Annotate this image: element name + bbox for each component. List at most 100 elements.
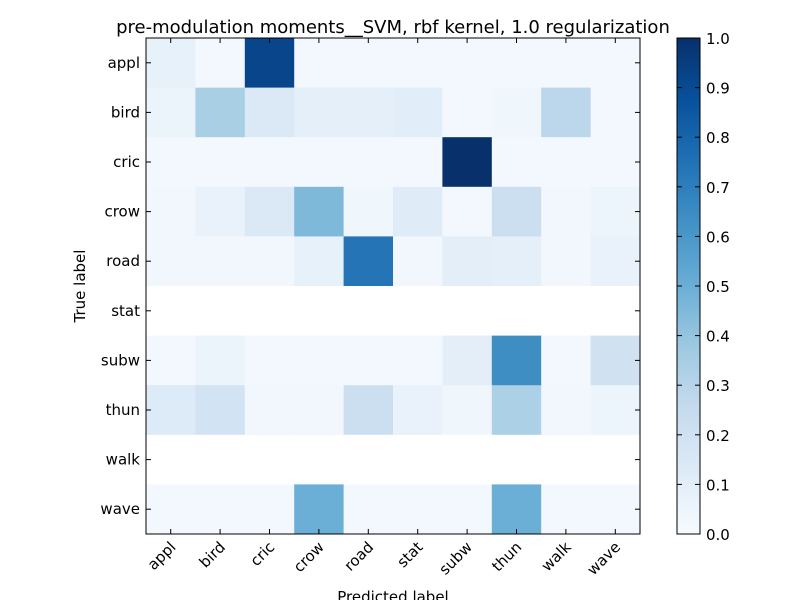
heatmap-cell-thun-walk [541,385,592,436]
heatmap-cell-crow-subw [442,186,493,237]
heatmap-cell-subw-crow [294,335,345,386]
heatmap-cell-bird-wave [590,87,641,138]
colorbar-ticks: 0.0 0.1 0.2 0.3 0.4 0.5 0.6 0.7 0.8 0.9 1.0 [677,30,730,544]
y-tick-label-cric: cric [113,153,140,171]
heatmap-cell-bird-cric [244,87,295,138]
y-tick-label-subw: subw [101,351,140,369]
heatmap-cell-stat-cric [244,286,295,337]
heatmap-cell-stat-subw [442,286,493,337]
y-axis-ticks: appl bird cric crow road stat subw thun walk wave [100,54,640,518]
heatmap-cell-road-stat [393,236,443,287]
x-tick-label-stat: stat [393,538,426,571]
heatmap-cell-crow-walk [541,186,592,237]
heatmap-cell-crow-cric [244,186,295,237]
heatmap-cell-appl-crow [294,38,345,89]
colorbar-tick-label: 1.0 [706,30,730,48]
x-tick-label-cric: cric [247,538,279,570]
heatmap-cell-bird-bird [195,87,246,138]
heatmap-cell-road-bird [195,236,246,287]
heatmap-cell-stat-bird [195,286,246,337]
y-axis-label: True label [71,250,89,324]
y-tick-label-crow: crow [104,203,140,221]
x-tick-label-road: road [341,538,378,575]
heatmap-cell-walk-bird [195,434,246,485]
heatmap-cell-subw-subw [442,335,493,386]
heatmap-cell-appl-stat [393,38,443,89]
heatmap-cell-appl-cric [244,38,295,89]
heatmap-cell-cric-bird [195,137,246,188]
x-tick-label-bird: bird [196,538,229,571]
heatmap-cell-road-wave [590,236,641,287]
heatmap-cell-thun-crow [294,385,345,436]
heatmap-cell-crow-wave [590,186,641,237]
y-tick-label-road: road [106,252,140,270]
heatmap-cell-stat-walk [541,286,592,337]
plot-frame [145,37,641,535]
heatmap-cell-crow-road [343,186,394,237]
heatmap-cell-cric-cric [244,137,295,188]
heatmap-cell-subw-bird [195,335,246,386]
heatmap-cell-walk-appl [146,434,196,485]
y-tick-label-walk: walk [106,451,141,469]
heatmap-cell-wave-crow [294,484,345,535]
x-tick-label-wave: wave [583,538,624,579]
heatmap-cell-crow-stat [393,186,443,237]
colorbar-tick-label: 0.6 [706,228,730,246]
y-tick-label-wave: wave [100,500,140,518]
y-tick-label-thun: thun [106,401,140,419]
x-tick-label-appl: appl [144,538,180,574]
heatmap-cell-subw-road [343,335,394,386]
heatmap-cell-road-subw [442,236,493,287]
heatmap-cell-bird-stat [393,87,443,138]
heatmap-cell-bird-road [343,87,394,138]
x-axis-label: Predicted label [337,588,448,600]
heatmap-cell-thun-road [343,385,394,436]
heatmap-cell-crow-appl [146,186,196,237]
colorbar-tick-label: 0.3 [706,377,730,395]
chart-title: pre-modulation moments__SVM, rbf kernel,… [116,17,670,38]
heatmap-cell-cric-crow [294,137,345,188]
heatmap-cell-subw-cric [244,335,295,386]
heatmap-cell-cric-appl [146,137,196,188]
heatmap-cell-thun-thun [491,385,542,436]
heatmap-cell-wave-bird [195,484,246,535]
heatmap-cell-subw-wave [590,335,641,386]
heatmap-cell-crow-bird [195,186,246,237]
colorbar-tick-label: 0.8 [706,129,730,147]
heatmap-cell-thun-cric [244,385,295,436]
heatmap-cell-wave-cric [244,484,295,535]
x-tick-label-subw: subw [436,538,476,578]
colorbar-tick-label: 0.9 [706,80,730,98]
heatmap-cell-road-road [343,236,394,287]
heatmap-cell-subw-stat [393,335,443,386]
heatmap-cell-stat-stat [393,286,443,337]
heatmap-cell-bird-subw [442,87,493,138]
heatmap-cell-bird-crow [294,87,345,138]
heatmap-cell-wave-walk [541,484,592,535]
heatmap-cell-subw-walk [541,335,592,386]
y-tick-label-appl: appl [108,54,140,72]
heatmap-cell-road-crow [294,236,345,287]
heatmap-cell-bird-walk [541,87,592,138]
heatmap-cell-thun-appl [146,385,196,436]
heatmap-cell-wave-road [343,484,394,535]
heatmap-cell-wave-stat [393,484,443,535]
heatmap-cells [146,38,641,535]
heatmap-cell-walk-walk [541,434,592,485]
heatmap-cell-stat-thun [491,286,542,337]
heatmap-cell-cric-thun [491,137,542,188]
heatmap-cell-crow-crow [294,186,345,237]
heatmap-cell-walk-stat [393,434,443,485]
x-tick-label-crow: crow [290,538,328,576]
heatmap-cell-cric-wave [590,137,641,188]
heatmap-cell-walk-wave [590,434,641,485]
colorbar-tick-label: 0.0 [706,526,730,544]
heatmap-cell-cric-walk [541,137,592,188]
heatmap-cell-stat-crow [294,286,345,337]
heatmap-cell-cric-road [343,137,394,188]
heatmap-cell-subw-thun [491,335,542,386]
heatmap-cell-thun-wave [590,385,641,436]
heatmap-cell-walk-crow [294,434,345,485]
heatmap-cell-walk-road [343,434,394,485]
